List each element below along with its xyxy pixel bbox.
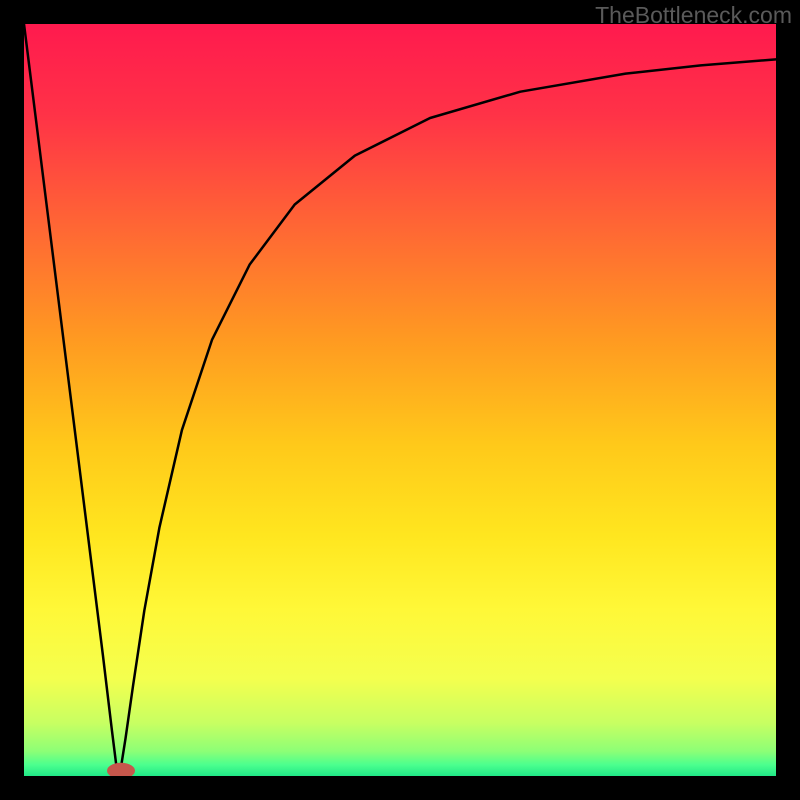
dip-marker bbox=[107, 763, 135, 776]
plot-area bbox=[24, 24, 776, 776]
watermark-text: TheBottleneck.com bbox=[595, 2, 792, 29]
plot-curve-svg bbox=[24, 24, 776, 776]
curve-left-branch bbox=[24, 24, 119, 776]
curve-right-branch bbox=[119, 59, 776, 776]
